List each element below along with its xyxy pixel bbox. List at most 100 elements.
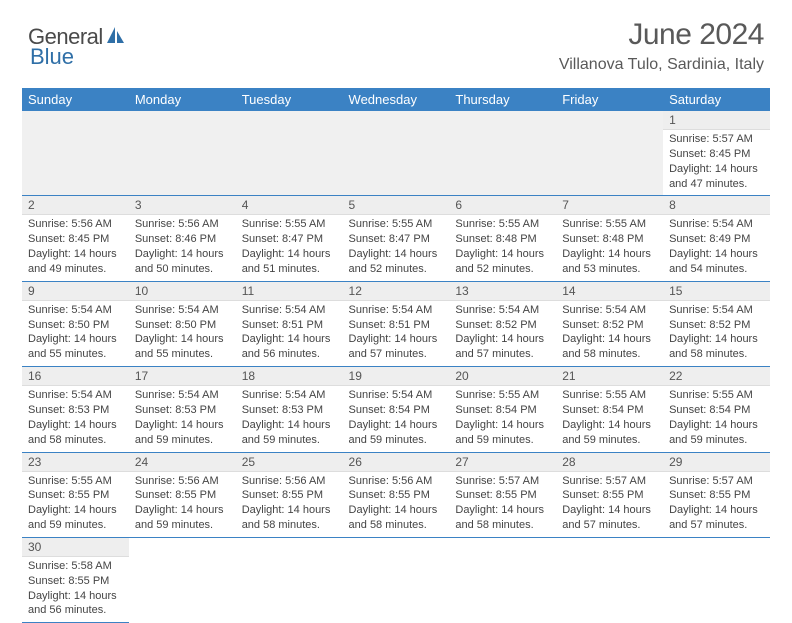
day-number: 30 [22,538,129,557]
day-details: Sunrise: 5:55 AMSunset: 8:48 PMDaylight:… [556,215,663,280]
day-details: Sunrise: 5:57 AMSunset: 8:45 PMDaylight:… [663,130,770,195]
day-details: Sunrise: 5:54 AMSunset: 8:52 PMDaylight:… [663,301,770,366]
day-number: 22 [663,367,770,386]
day-cell: 10Sunrise: 5:54 AMSunset: 8:50 PMDayligh… [129,281,236,366]
day-number: 7 [556,196,663,215]
day-number: 1 [663,111,770,130]
day-cell: 1Sunrise: 5:57 AMSunset: 8:45 PMDaylight… [663,111,770,196]
day-cell: 16Sunrise: 5:54 AMSunset: 8:53 PMDayligh… [22,367,129,452]
day-cell: 21Sunrise: 5:55 AMSunset: 8:54 PMDayligh… [556,367,663,452]
day-details: Sunrise: 5:57 AMSunset: 8:55 PMDaylight:… [449,472,556,537]
day-details: Sunrise: 5:54 AMSunset: 8:49 PMDaylight:… [663,215,770,280]
weekday-header: Tuesday [236,88,343,111]
day-cell: 30Sunrise: 5:58 AMSunset: 8:55 PMDayligh… [22,537,129,622]
day-number: 3 [129,196,236,215]
day-cell: 26Sunrise: 5:56 AMSunset: 8:55 PMDayligh… [343,452,450,537]
day-number: 9 [22,282,129,301]
day-number: 29 [663,453,770,472]
empty-cell [343,537,450,622]
day-details: Sunrise: 5:56 AMSunset: 8:45 PMDaylight:… [22,215,129,280]
day-cell: 7Sunrise: 5:55 AMSunset: 8:48 PMDaylight… [556,196,663,281]
title-block: June 2024 Villanova Tulo, Sardinia, Ital… [559,18,764,74]
day-cell: 17Sunrise: 5:54 AMSunset: 8:53 PMDayligh… [129,367,236,452]
calendar-row: 9Sunrise: 5:54 AMSunset: 8:50 PMDaylight… [22,281,770,366]
logo-text-blue: Blue [30,44,74,70]
day-number: 8 [663,196,770,215]
day-details: Sunrise: 5:54 AMSunset: 8:50 PMDaylight:… [22,301,129,366]
day-cell: 5Sunrise: 5:55 AMSunset: 8:47 PMDaylight… [343,196,450,281]
day-number: 25 [236,453,343,472]
calendar-row: 16Sunrise: 5:54 AMSunset: 8:53 PMDayligh… [22,367,770,452]
day-cell: 27Sunrise: 5:57 AMSunset: 8:55 PMDayligh… [449,452,556,537]
day-cell: 22Sunrise: 5:55 AMSunset: 8:54 PMDayligh… [663,367,770,452]
day-number: 4 [236,196,343,215]
day-number: 21 [556,367,663,386]
day-details: Sunrise: 5:54 AMSunset: 8:52 PMDaylight:… [449,301,556,366]
day-cell: 18Sunrise: 5:54 AMSunset: 8:53 PMDayligh… [236,367,343,452]
day-number: 2 [22,196,129,215]
day-number: 19 [343,367,450,386]
day-details: Sunrise: 5:54 AMSunset: 8:53 PMDaylight:… [22,386,129,451]
day-details: Sunrise: 5:55 AMSunset: 8:54 PMDaylight:… [449,386,556,451]
sail-icon [105,25,127,50]
day-details: Sunrise: 5:54 AMSunset: 8:54 PMDaylight:… [343,386,450,451]
empty-cell [129,537,236,622]
day-details: Sunrise: 5:56 AMSunset: 8:55 PMDaylight:… [236,472,343,537]
day-cell: 4Sunrise: 5:55 AMSunset: 8:47 PMDaylight… [236,196,343,281]
day-details: Sunrise: 5:54 AMSunset: 8:51 PMDaylight:… [236,301,343,366]
day-number: 28 [556,453,663,472]
day-details: Sunrise: 5:55 AMSunset: 8:55 PMDaylight:… [22,472,129,537]
calendar-body: 1Sunrise: 5:57 AMSunset: 8:45 PMDaylight… [22,111,770,623]
weekday-header-row: Sunday Monday Tuesday Wednesday Thursday… [22,88,770,111]
day-number: 5 [343,196,450,215]
day-number: 10 [129,282,236,301]
empty-cell [556,111,663,196]
day-number: 15 [663,282,770,301]
day-cell: 29Sunrise: 5:57 AMSunset: 8:55 PMDayligh… [663,452,770,537]
day-number: 18 [236,367,343,386]
weekday-header: Monday [129,88,236,111]
day-cell: 23Sunrise: 5:55 AMSunset: 8:55 PMDayligh… [22,452,129,537]
day-details: Sunrise: 5:58 AMSunset: 8:55 PMDaylight:… [22,557,129,622]
day-cell: 15Sunrise: 5:54 AMSunset: 8:52 PMDayligh… [663,281,770,366]
day-details: Sunrise: 5:57 AMSunset: 8:55 PMDaylight:… [663,472,770,537]
day-number: 20 [449,367,556,386]
day-cell: 12Sunrise: 5:54 AMSunset: 8:51 PMDayligh… [343,281,450,366]
calendar-row: 23Sunrise: 5:55 AMSunset: 8:55 PMDayligh… [22,452,770,537]
day-cell: 14Sunrise: 5:54 AMSunset: 8:52 PMDayligh… [556,281,663,366]
calendar-table: Sunday Monday Tuesday Wednesday Thursday… [22,88,770,623]
weekday-header: Thursday [449,88,556,111]
day-cell: 13Sunrise: 5:54 AMSunset: 8:52 PMDayligh… [449,281,556,366]
weekday-header: Wednesday [343,88,450,111]
header: General June 2024 Villanova Tulo, Sardin… [0,0,792,82]
day-number: 26 [343,453,450,472]
day-number: 23 [22,453,129,472]
day-cell: 6Sunrise: 5:55 AMSunset: 8:48 PMDaylight… [449,196,556,281]
day-number: 12 [343,282,450,301]
day-number: 11 [236,282,343,301]
month-title: June 2024 [559,18,764,52]
day-cell: 3Sunrise: 5:56 AMSunset: 8:46 PMDaylight… [129,196,236,281]
calendar-row: 1Sunrise: 5:57 AMSunset: 8:45 PMDaylight… [22,111,770,196]
day-number: 27 [449,453,556,472]
day-cell: 8Sunrise: 5:54 AMSunset: 8:49 PMDaylight… [663,196,770,281]
day-cell: 9Sunrise: 5:54 AMSunset: 8:50 PMDaylight… [22,281,129,366]
empty-cell [343,111,450,196]
empty-cell [129,111,236,196]
weekday-header: Sunday [22,88,129,111]
calendar-row: 30Sunrise: 5:58 AMSunset: 8:55 PMDayligh… [22,537,770,622]
day-cell: 11Sunrise: 5:54 AMSunset: 8:51 PMDayligh… [236,281,343,366]
day-details: Sunrise: 5:55 AMSunset: 8:54 PMDaylight:… [556,386,663,451]
empty-cell [556,537,663,622]
day-cell: 19Sunrise: 5:54 AMSunset: 8:54 PMDayligh… [343,367,450,452]
day-cell: 20Sunrise: 5:55 AMSunset: 8:54 PMDayligh… [449,367,556,452]
empty-cell [449,537,556,622]
empty-cell [236,537,343,622]
day-number: 17 [129,367,236,386]
day-details: Sunrise: 5:55 AMSunset: 8:48 PMDaylight:… [449,215,556,280]
day-details: Sunrise: 5:57 AMSunset: 8:55 PMDaylight:… [556,472,663,537]
day-cell: 2Sunrise: 5:56 AMSunset: 8:45 PMDaylight… [22,196,129,281]
day-details: Sunrise: 5:55 AMSunset: 8:54 PMDaylight:… [663,386,770,451]
calendar-row: 2Sunrise: 5:56 AMSunset: 8:45 PMDaylight… [22,196,770,281]
empty-cell [236,111,343,196]
